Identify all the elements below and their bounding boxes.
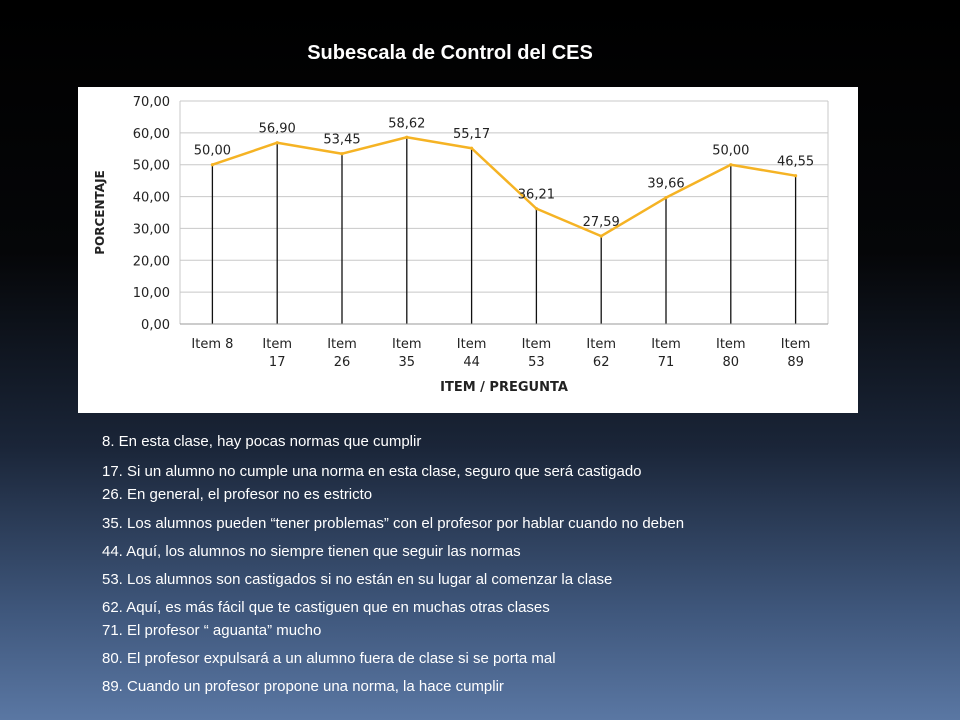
x-tick-label: Item 62 xyxy=(586,337,616,370)
item-description: 71. El profesor “ aguanta” mucho xyxy=(102,622,322,639)
x-tick-label: Item 89 xyxy=(781,337,811,370)
data-point xyxy=(794,174,798,178)
data-point xyxy=(599,234,603,238)
y-tick-label: 0,00 xyxy=(141,318,170,333)
y-tick-label: 40,00 xyxy=(133,191,170,206)
x-tick-label: Item 17 xyxy=(262,337,292,370)
data-point xyxy=(340,152,344,156)
data-label: 36,21 xyxy=(518,188,555,203)
item-description: 17. Si un alumno no cumple una norma en … xyxy=(102,463,642,480)
x-tick-label: Item 44 xyxy=(457,337,487,370)
x-tick-label: Item 35 xyxy=(392,337,422,370)
chart-panel: 50,00 56,90 53,45 58,62 55,17 36,21 27,59 39,66… xyxy=(78,87,858,413)
y-tick-label: 10,00 xyxy=(133,286,170,301)
x-tick-label: Item 80 xyxy=(716,337,746,370)
y-tick-label: 70,00 xyxy=(133,95,170,110)
data-point xyxy=(275,141,279,145)
item-description: 35. Los alumnos pueden “tener problemas”… xyxy=(102,515,685,532)
line-chart: 50,00 56,90 53,45 58,62 55,17 36,21 27,59 39,66… xyxy=(93,95,829,395)
item-description: 89. Cuando un profesor propone una norma… xyxy=(102,678,504,695)
x-tick-label: Item 53 xyxy=(522,337,552,370)
data-label: 56,90 xyxy=(259,122,296,137)
series-line xyxy=(211,136,796,238)
item-description: 26. En general, el profesor no es estric… xyxy=(102,486,373,503)
item-description: 8. En esta clase, hay pocas normas que c… xyxy=(102,433,422,450)
data-point xyxy=(470,146,474,150)
x-tick-label: Item 8 xyxy=(191,337,233,352)
data-label: 58,62 xyxy=(388,116,425,131)
y-tick-label: 50,00 xyxy=(133,159,170,174)
item-description: 62. Aquí, es más fácil que te castiguen … xyxy=(102,599,550,616)
x-axis-title: ITEM / PREGUNTA xyxy=(440,380,568,395)
item-description: 53. Los alumnos son castigados si no est… xyxy=(102,571,613,588)
data-point xyxy=(210,163,214,167)
data-label: 50,00 xyxy=(712,144,749,159)
y-axis-title: PORCENTAJE xyxy=(93,170,107,255)
y-tick-label: 60,00 xyxy=(133,127,170,142)
y-tick-label: 20,00 xyxy=(133,254,170,269)
data-label: 27,59 xyxy=(583,215,620,230)
data-label: 39,66 xyxy=(647,177,684,192)
data-point xyxy=(405,135,409,139)
data-label: 46,55 xyxy=(777,155,814,170)
data-point xyxy=(729,163,733,167)
data-label: 55,17 xyxy=(453,127,490,142)
data-point xyxy=(534,207,538,211)
y-tick-label: 30,00 xyxy=(133,222,170,237)
slide-title: Subescala de Control del CES xyxy=(307,42,593,64)
data-point xyxy=(664,196,668,200)
data-label: 53,45 xyxy=(323,133,360,148)
data-label: 50,00 xyxy=(194,144,231,159)
x-tick-label: Item 71 xyxy=(651,337,681,370)
x-tick-label: Item 26 xyxy=(327,337,357,370)
item-description: 44. Aquí, los alumnos no siempre tienen … xyxy=(102,543,521,560)
item-description: 80. El profesor expulsará a un alumno fu… xyxy=(102,650,556,667)
